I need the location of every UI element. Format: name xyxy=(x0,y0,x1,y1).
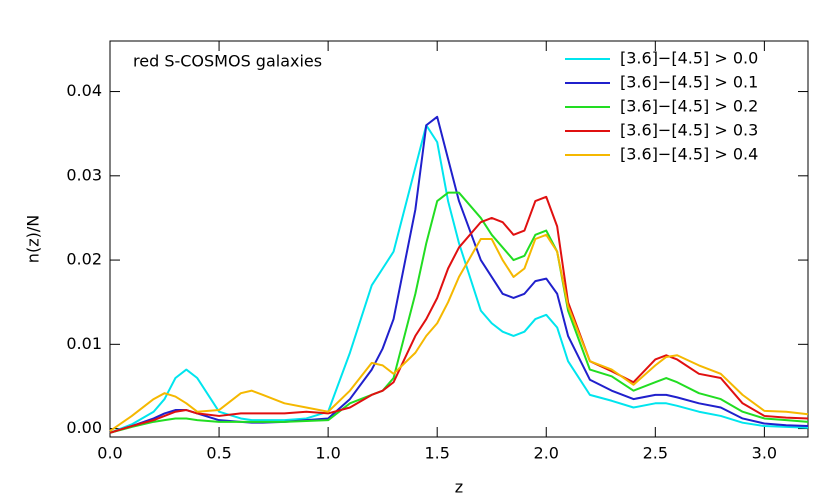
y-axis-label: n(z)/N xyxy=(24,215,43,263)
series-line xyxy=(109,115,809,434)
legend-label: [3.6]−[4.5] > 0.4 xyxy=(620,145,758,164)
y-tick-label: 0.04 xyxy=(66,81,102,100)
x-tick-label: 1.5 xyxy=(424,444,449,463)
y-tick-label: 0.01 xyxy=(66,334,102,353)
legend-label: [3.6]−[4.5] > 0.0 xyxy=(620,49,758,68)
annotation: red S-COSMOS galaxies xyxy=(133,52,322,71)
x-tick-label: 3.0 xyxy=(752,444,777,463)
x-tick-label: 0.5 xyxy=(206,444,231,463)
series-line xyxy=(109,124,809,434)
series-line xyxy=(109,195,809,434)
legend-label: [3.6]−[4.5] > 0.3 xyxy=(620,121,758,140)
x-tick-label: 2.5 xyxy=(643,444,668,463)
y-tick-label: 0.02 xyxy=(66,250,102,269)
y-tick-label: 0.00 xyxy=(66,418,102,437)
x-axis-label: z xyxy=(455,478,463,497)
x-tick-label: 1.0 xyxy=(315,444,340,463)
series-line xyxy=(109,191,809,434)
x-tick-label: 0.0 xyxy=(97,444,122,463)
y-tick-label: 0.03 xyxy=(66,165,102,184)
legend-label: [3.6]−[4.5] > 0.2 xyxy=(620,97,758,116)
series-line xyxy=(109,233,809,432)
legend-label: [3.6]−[4.5] > 0.1 xyxy=(620,73,758,92)
x-tick-label: 2.0 xyxy=(534,444,559,463)
plot-frame xyxy=(109,40,809,438)
